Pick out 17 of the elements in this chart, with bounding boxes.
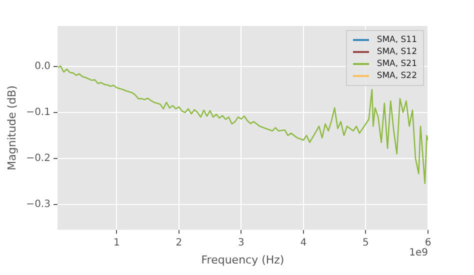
x-tick-label: 3 — [238, 237, 244, 248]
text: 1e9 — [409, 247, 428, 258]
legend-label: SMA, S21 — [376, 58, 417, 70]
y-tick-label: −0.1 — [26, 107, 50, 118]
y-axis-title: Magnitude (dB) — [5, 85, 18, 170]
x-tick-label: 1 — [113, 237, 120, 248]
y-tick-label: 0.0 — [34, 61, 50, 72]
x-tick-label: 2 — [176, 237, 182, 248]
x-tick-label: 5 — [362, 237, 369, 248]
legend-label: SMA, S11 — [376, 34, 417, 46]
x-tick-label: 4 — [300, 237, 307, 248]
legend-label: SMA, S22 — [376, 70, 417, 82]
x-axis-title: Frequency (Hz) — [201, 253, 284, 266]
y-tick-label: −0.2 — [26, 153, 50, 164]
x-tick-label: 6 — [424, 237, 432, 248]
legend-label: SMA, S12 — [376, 46, 417, 58]
y-tick-label: −0.3 — [26, 199, 50, 210]
